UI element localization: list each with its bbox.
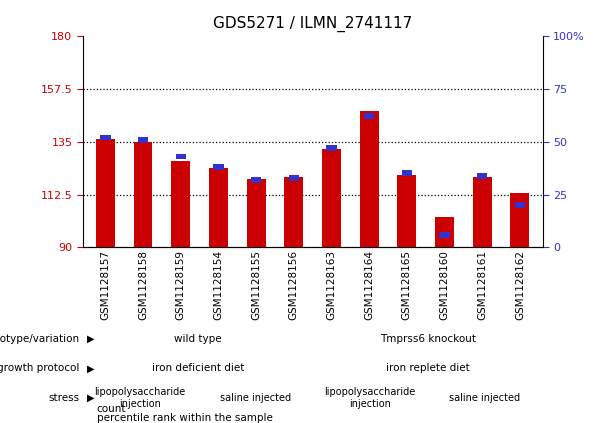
Bar: [360, 111, 379, 247]
Text: ▶: ▶: [87, 363, 94, 374]
Text: iron deficient diet: iron deficient diet: [151, 363, 244, 374]
Bar: [364, 113, 375, 119]
Bar: [134, 142, 153, 247]
Bar: [213, 164, 224, 170]
Bar: [515, 202, 525, 208]
Bar: [326, 145, 337, 151]
Text: ▶: ▶: [87, 334, 94, 344]
Text: lipopolysaccharide
injection: lipopolysaccharide injection: [94, 387, 186, 409]
Bar: [435, 217, 454, 247]
Text: saline injected: saline injected: [449, 393, 520, 403]
Bar: [511, 193, 529, 247]
Bar: [397, 175, 416, 247]
Text: genotype/variation: genotype/variation: [0, 334, 80, 344]
Bar: [175, 154, 186, 159]
Text: Tmprss6 knockout: Tmprss6 knockout: [379, 334, 476, 344]
Bar: [473, 177, 492, 247]
Bar: [477, 173, 487, 179]
Bar: [246, 179, 265, 247]
Text: percentile rank within the sample: percentile rank within the sample: [97, 413, 273, 423]
Text: iron replete diet: iron replete diet: [386, 363, 470, 374]
Bar: [100, 135, 110, 140]
Text: count: count: [97, 404, 126, 414]
Text: ▶: ▶: [87, 393, 94, 403]
Bar: [209, 168, 228, 247]
Bar: [284, 177, 303, 247]
Text: stress: stress: [48, 393, 80, 403]
Bar: [251, 177, 261, 183]
Text: wild type: wild type: [174, 334, 221, 344]
Bar: [171, 160, 190, 247]
Bar: [402, 170, 412, 176]
Title: GDS5271 / ILMN_2741117: GDS5271 / ILMN_2741117: [213, 16, 413, 32]
Text: lipopolysaccharide
injection: lipopolysaccharide injection: [324, 387, 416, 409]
Bar: [138, 137, 148, 143]
Text: growth protocol: growth protocol: [0, 363, 80, 374]
Text: saline injected: saline injected: [219, 393, 291, 403]
Bar: [289, 175, 299, 181]
Bar: [440, 232, 450, 238]
Bar: [322, 149, 341, 247]
Bar: [96, 139, 115, 247]
